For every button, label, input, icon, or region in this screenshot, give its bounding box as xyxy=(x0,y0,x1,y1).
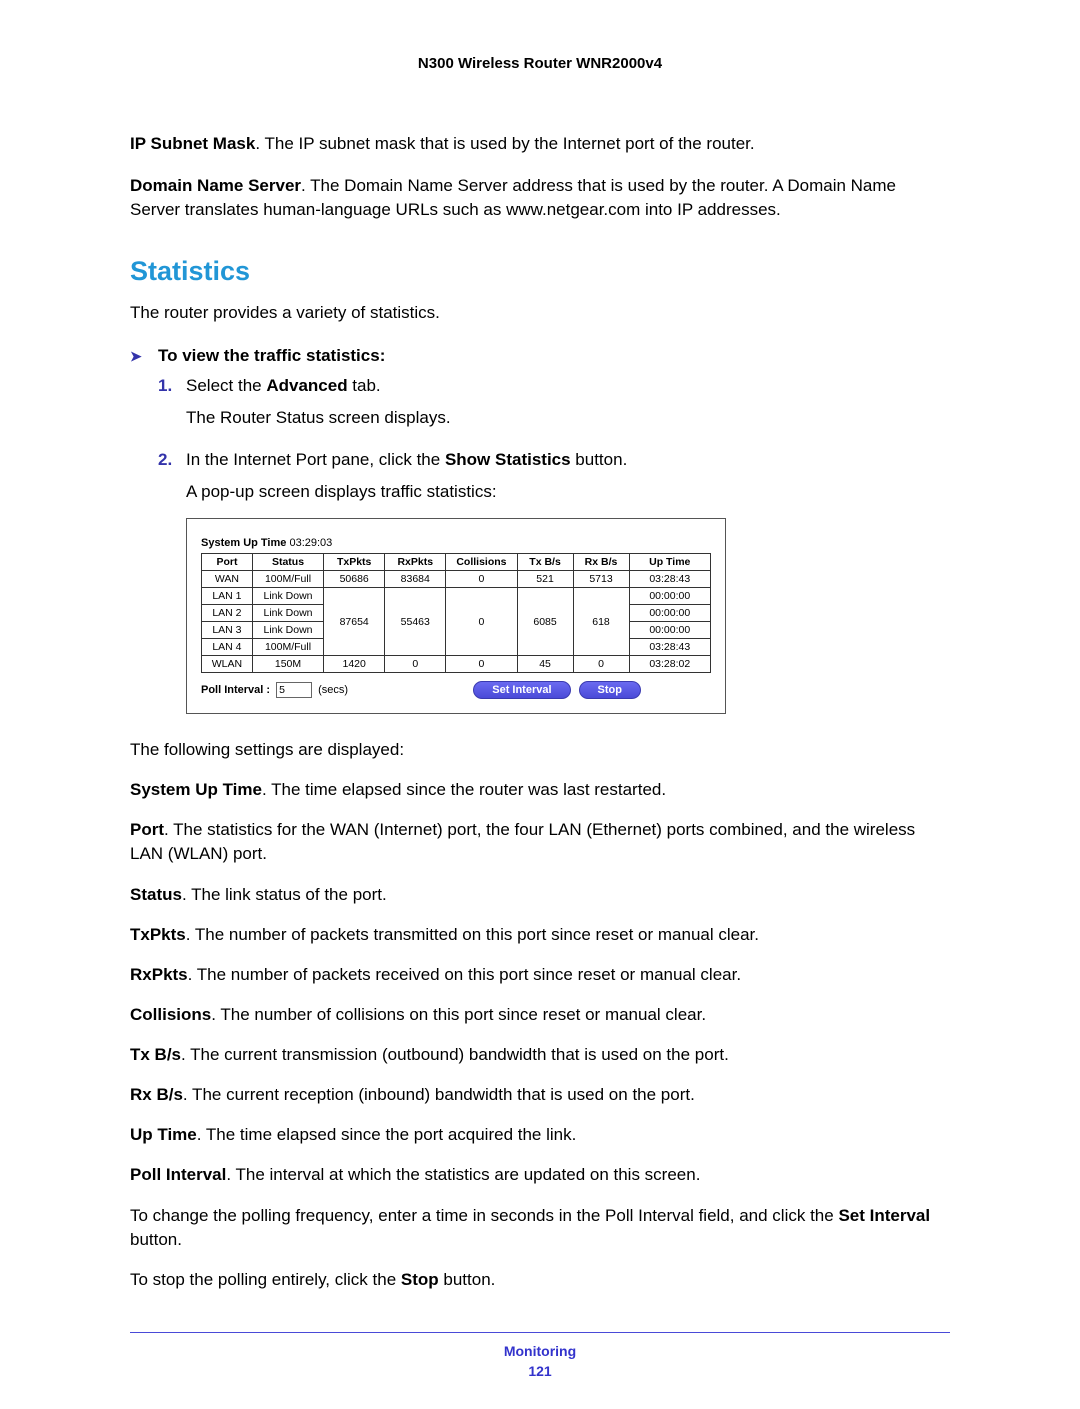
col-collisions: Collisions xyxy=(446,554,517,571)
ip-subnet-mask-label: IP Subnet Mask xyxy=(130,134,255,153)
statistics-heading: Statistics xyxy=(130,256,950,287)
lan-coll: 0 xyxy=(446,588,517,656)
chevron-icon: ➤ xyxy=(130,348,158,365)
def-status: Status. The link status of the port. xyxy=(130,883,950,907)
statistics-table: Port Status TxPkts RxPkts Collisions Tx … xyxy=(201,553,711,673)
system-up-time-label: System Up Time xyxy=(201,537,286,549)
table-row-wan: WAN 100M/Full 50686 83684 0 521 5713 03:… xyxy=(202,571,711,588)
def-system-up-time: System Up Time. The time elapsed since t… xyxy=(130,778,950,802)
def-rxpkts: RxPkts. The number of packets received o… xyxy=(130,963,950,987)
def-txbs: Tx B/s. The current transmission (outbou… xyxy=(130,1043,950,1067)
dns-label: Domain Name Server xyxy=(130,176,301,195)
col-uptime: Up Time xyxy=(629,554,710,571)
doc-header: N300 Wireless Router WNR2000v4 xyxy=(130,55,950,72)
col-port: Port xyxy=(202,554,253,571)
lan-txbs: 6085 xyxy=(517,588,573,656)
col-txbs: Tx B/s xyxy=(517,554,573,571)
instructions-heading: To view the traffic statistics: xyxy=(158,346,385,366)
col-rxpkts: RxPkts xyxy=(385,554,446,571)
col-txpkts: TxPkts xyxy=(324,554,385,571)
table-row-wlan: WLAN 150M 1420 0 0 45 0 03:28:02 xyxy=(202,656,711,673)
change-polling-note: To change the polling frequency, enter a… xyxy=(130,1204,950,1252)
poll-interval-label: Poll Interval : xyxy=(201,684,270,696)
step-2-text: In the Internet Port pane, click the Sho… xyxy=(186,448,627,472)
set-interval-button[interactable]: Set Interval xyxy=(473,681,570,699)
footer-section: Monitoring xyxy=(130,1343,950,1359)
def-port: Port. The statistics for the WAN (Intern… xyxy=(130,818,950,866)
lan-rx: 55463 xyxy=(385,588,446,656)
stop-polling-note: To stop the polling entirely, click the … xyxy=(130,1268,950,1292)
system-up-time-row: System Up Time 03:29:03 xyxy=(201,537,711,549)
def-rxbs: Rx B/s. The current reception (inbound) … xyxy=(130,1083,950,1107)
step-1-number: 1. xyxy=(158,376,186,396)
def-collisions: Collisions. The number of collisions on … xyxy=(130,1003,950,1027)
statistics-screenshot: System Up Time 03:29:03 Port Status TxPk… xyxy=(186,518,726,714)
footer-page-number: 121 xyxy=(130,1363,950,1379)
lan-tx: 87654 xyxy=(324,588,385,656)
stop-button[interactable]: Stop xyxy=(579,681,641,699)
definitions-lead: The following settings are displayed: xyxy=(130,738,950,762)
step-1-sub: The Router Status screen displays. xyxy=(186,406,950,430)
system-up-time-value: 03:29:03 xyxy=(289,537,332,549)
ip-subnet-mask-text: . The IP subnet mask that is used by the… xyxy=(255,134,754,153)
table-header-row: Port Status TxPkts RxPkts Collisions Tx … xyxy=(202,554,711,571)
statistics-lead: The router provides a variety of statist… xyxy=(130,301,950,325)
ip-subnet-mask-definition: IP Subnet Mask. The IP subnet mask that … xyxy=(130,132,950,156)
footer-rule xyxy=(130,1332,950,1333)
col-status: Status xyxy=(252,554,323,571)
poll-interval-input[interactable] xyxy=(276,682,312,698)
poll-interval-unit: (secs) xyxy=(318,684,348,696)
step-1-text: Select the Advanced tab. xyxy=(186,374,381,398)
def-txpkts: TxPkts. The number of packets transmitte… xyxy=(130,923,950,947)
table-row-lan1: LAN 1 Link Down 87654 55463 0 6085 618 0… xyxy=(202,588,711,605)
def-uptime: Up Time. The time elapsed since the port… xyxy=(130,1123,950,1147)
step-2-sub: A pop-up screen displays traffic statist… xyxy=(186,480,950,504)
step-2-number: 2. xyxy=(158,450,186,470)
lan-rxbs: 618 xyxy=(573,588,629,656)
dns-definition: Domain Name Server. The Domain Name Serv… xyxy=(130,174,950,222)
def-poll-interval: Poll Interval. The interval at which the… xyxy=(130,1163,950,1187)
col-rxbs: Rx B/s xyxy=(573,554,629,571)
